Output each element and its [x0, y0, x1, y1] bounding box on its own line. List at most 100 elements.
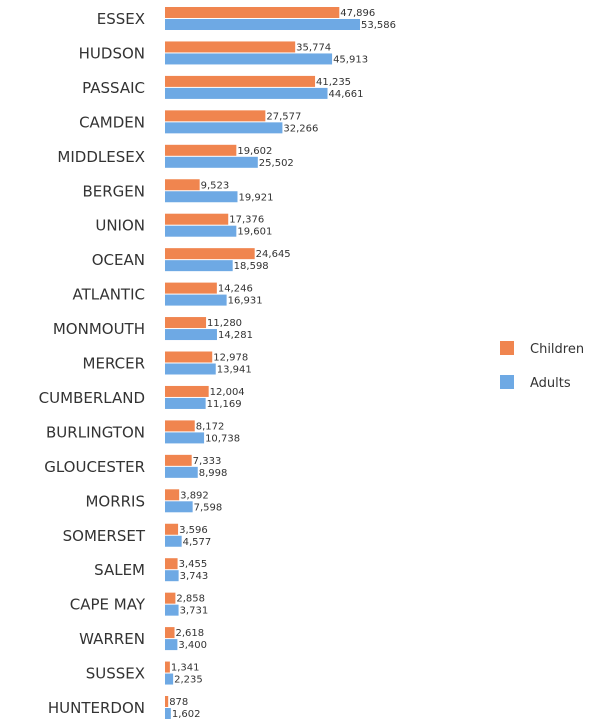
bar-children-cape-may: [165, 592, 176, 604]
category-label-atlantic: ATLANTIC: [72, 286, 145, 304]
bar-adults-essex: [165, 19, 360, 30]
bar-adults-mercer: [165, 363, 216, 375]
category-label-ocean: OCEAN: [92, 251, 145, 269]
value-label-adults-monmouth: 14,281: [218, 330, 253, 341]
value-label-children-ocean: 24,645: [256, 249, 291, 260]
category-label-essex: ESSEX: [97, 10, 145, 28]
bar-adults-middlesex: [165, 156, 258, 168]
value-label-children-cumberland: 12,004: [210, 387, 245, 398]
category-label-cape-may: CAPE MAY: [70, 596, 146, 614]
bar-adults-atlantic: [165, 294, 227, 306]
bar-children-union: [165, 213, 229, 225]
category-label-passaic: PASSAIC: [82, 79, 145, 97]
bar-adults-burlington: [165, 432, 205, 444]
bar-children-morris: [165, 489, 180, 501]
value-label-adults-cumberland: 11,169: [207, 399, 242, 410]
bar-children-burlington: [165, 420, 195, 432]
value-label-adults-burlington: 10,738: [205, 433, 240, 444]
bar-adults-hunterdon: [165, 708, 171, 719]
bar-children-warren: [165, 627, 175, 639]
value-label-children-salem: 3,455: [179, 559, 208, 570]
value-label-adults-sussex: 2,235: [174, 675, 203, 686]
bar-adults-warren: [165, 639, 178, 651]
bar-children-hudson: [165, 41, 296, 53]
legend-label-children: Children: [530, 342, 584, 357]
bar-adults-gloucester: [165, 466, 198, 478]
category-label-bergen: BERGEN: [82, 182, 145, 200]
bar-children-salem: [165, 558, 178, 570]
bar-adults-somerset: [165, 535, 182, 547]
value-label-children-camden: 27,577: [266, 111, 301, 122]
legend-swatch-adults: [500, 375, 514, 389]
category-label-camden: CAMDEN: [79, 113, 145, 131]
value-label-children-essex: 47,896: [340, 8, 375, 19]
category-label-warren: WARREN: [79, 630, 145, 648]
bar-adults-hudson: [165, 53, 333, 65]
category-label-sussex: SUSSEX: [86, 665, 145, 683]
value-label-adults-union: 19,601: [237, 227, 272, 238]
value-label-adults-camden: 32,266: [283, 123, 318, 134]
value-label-adults-bergen: 19,921: [238, 192, 273, 203]
value-label-children-union: 17,376: [229, 215, 264, 226]
value-label-children-gloucester: 7,333: [193, 456, 222, 467]
bar-children-ocean: [165, 248, 255, 260]
value-label-adults-somerset: 4,577: [183, 537, 212, 548]
bar-adults-union: [165, 225, 237, 237]
category-label-morris: MORRIS: [85, 492, 145, 510]
bar-adults-monmouth: [165, 329, 217, 341]
bar-adults-bergen: [165, 191, 238, 203]
category-label-union: UNION: [95, 217, 145, 235]
value-label-children-hunterdon: 878: [169, 697, 188, 708]
value-label-adults-ocean: 18,598: [234, 261, 269, 272]
value-label-adults-hunterdon: 1,602: [172, 709, 201, 720]
value-label-adults-passaic: 44,661: [329, 89, 364, 100]
value-label-children-morris: 3,892: [180, 490, 209, 501]
value-label-children-burlington: 8,172: [196, 421, 225, 432]
value-label-adults-mercer: 13,941: [217, 365, 252, 376]
value-label-children-atlantic: 14,246: [218, 284, 253, 295]
value-label-children-somerset: 3,596: [179, 525, 208, 536]
category-label-hunterdon: HUNTERDON: [48, 699, 145, 717]
category-label-hudson: HUDSON: [79, 44, 145, 62]
legend-label-adults: Adults: [530, 376, 571, 391]
legend-swatch-children: [500, 341, 514, 355]
value-label-adults-morris: 7,598: [194, 502, 223, 513]
value-label-children-mercer: 12,978: [213, 353, 248, 364]
bar-adults-camden: [165, 122, 283, 134]
bar-children-essex: [165, 7, 340, 18]
bar-adults-passaic: [165, 87, 328, 99]
category-label-cumberland: CUMBERLAND: [39, 389, 145, 407]
bar-adults-morris: [165, 501, 193, 513]
bar-children-cumberland: [165, 385, 209, 397]
value-label-adults-gloucester: 8,998: [199, 468, 228, 479]
value-label-adults-middlesex: 25,502: [259, 158, 294, 169]
category-label-mercer: MERCER: [83, 355, 145, 373]
bar-children-camden: [165, 110, 266, 122]
legend: Children Adults: [500, 341, 584, 391]
bar-children-hunterdon: [165, 696, 169, 707]
value-label-adults-cape-may: 3,731: [180, 606, 209, 617]
value-label-adults-warren: 3,400: [178, 640, 207, 651]
bar-children-sussex: [165, 661, 170, 673]
bar-adults-sussex: [165, 673, 174, 685]
value-label-children-hudson: 35,774: [296, 42, 331, 53]
category-label-burlington: BURLINGTON: [46, 423, 145, 441]
value-label-children-warren: 2,618: [176, 628, 205, 639]
category-label-middlesex: MIDDLESEX: [57, 148, 145, 166]
value-label-children-middlesex: 19,602: [237, 146, 272, 157]
category-label-monmouth: MONMOUTH: [53, 320, 145, 338]
bar-adults-salem: [165, 570, 179, 582]
value-label-children-passaic: 41,235: [316, 77, 351, 88]
category-label-somerset: SOMERSET: [63, 527, 146, 545]
bar-children-middlesex: [165, 144, 237, 156]
bar-children-somerset: [165, 523, 179, 535]
bar-children-mercer: [165, 351, 213, 363]
value-label-adults-salem: 3,743: [180, 571, 209, 582]
value-label-children-monmouth: 11,280: [207, 318, 242, 329]
bar-children-atlantic: [165, 282, 217, 294]
bar-adults-ocean: [165, 260, 233, 272]
bar-children-monmouth: [165, 317, 207, 329]
bar-adults-cape-may: [165, 604, 179, 616]
